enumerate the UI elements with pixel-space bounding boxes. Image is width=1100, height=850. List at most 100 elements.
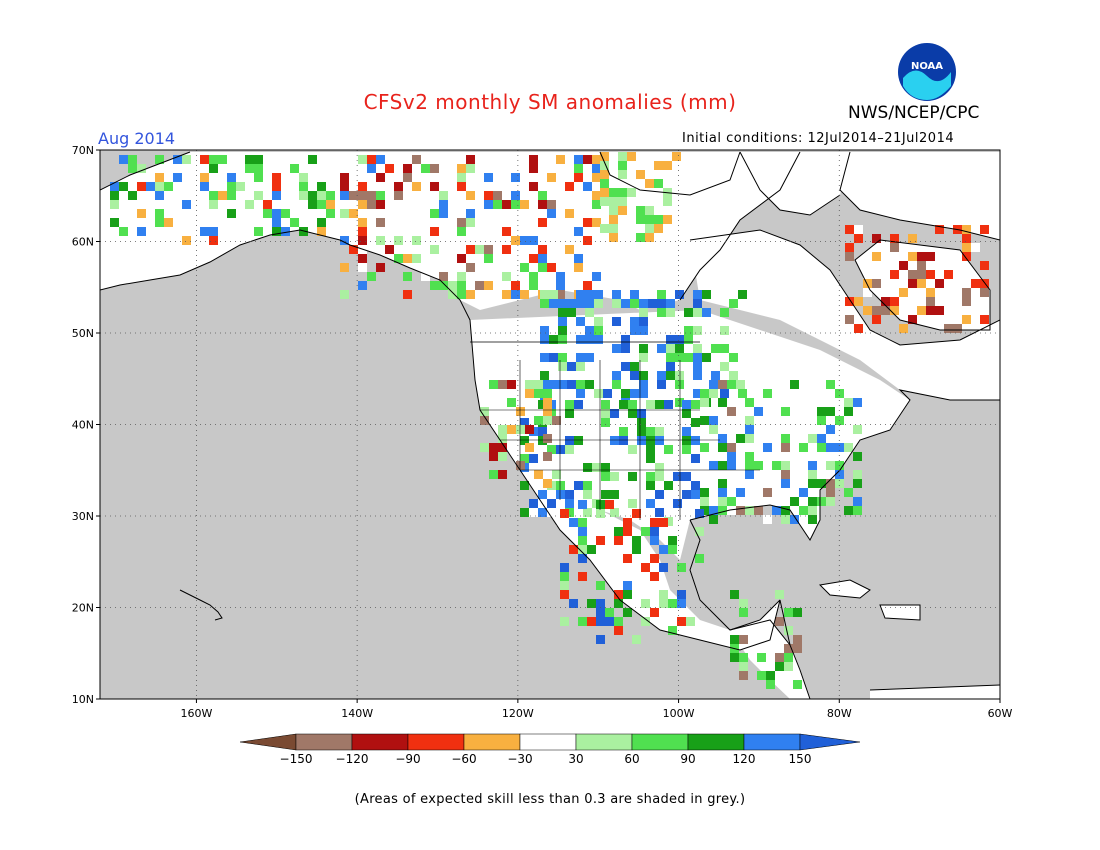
anomaly-cell (808, 470, 817, 479)
anomaly-cell (543, 434, 552, 443)
anomaly-cell (772, 497, 781, 506)
anomaly-cell (128, 227, 137, 236)
anomaly-cell (583, 263, 592, 272)
anomaly-cell (367, 218, 376, 227)
anomaly-cell (583, 481, 592, 490)
colorbar-label: 150 (789, 752, 812, 766)
anomaly-cell (799, 506, 808, 515)
anomaly-cell (439, 191, 448, 200)
anomaly-cell (583, 427, 592, 436)
colorbar-label: −120 (336, 752, 369, 766)
anomaly-cell (600, 224, 609, 233)
anomaly-cell (781, 479, 790, 488)
anomaly-cell (376, 263, 385, 272)
anomaly-cell (498, 443, 507, 452)
anomaly-cell (618, 152, 627, 161)
anomaly-cell (340, 182, 349, 191)
anomaly-cell (583, 490, 592, 499)
anomaly-cell (739, 671, 748, 680)
anomaly-cell (538, 218, 547, 227)
anomaly-cell (650, 518, 659, 527)
anomaly-cell (565, 436, 574, 445)
anomaly-cell (645, 224, 654, 233)
anomaly-cell (614, 536, 623, 545)
anomaly-cell (682, 445, 691, 454)
anomaly-cell (448, 290, 457, 299)
anomaly-cell (534, 389, 543, 398)
anomaly-cell (646, 481, 655, 490)
anomaly-cell (594, 326, 603, 335)
anomaly-cell (263, 209, 272, 218)
anomaly-cell (817, 434, 826, 443)
anomaly-cell (853, 506, 862, 515)
anomaly-cell (146, 182, 155, 191)
anomaly-cell (962, 225, 971, 234)
anomaly-cell (516, 407, 525, 416)
anomaly-cell (980, 297, 989, 306)
anomaly-cell (484, 254, 493, 263)
anomaly-cell (641, 599, 650, 608)
anomaly-cell (646, 499, 655, 508)
anomaly-cell (358, 191, 367, 200)
anomaly-cell (583, 463, 592, 472)
anomaly-cell (745, 416, 754, 425)
anomaly-cell (881, 297, 890, 306)
anomaly-cell (585, 290, 594, 299)
anomaly-cell (430, 209, 439, 218)
anomaly-cell (682, 409, 691, 418)
anomaly-cell (578, 536, 587, 545)
anomaly-cell (817, 407, 826, 416)
anomaly-cell (493, 191, 502, 200)
anomaly-cell (218, 155, 227, 164)
anomaly-cell (547, 200, 556, 209)
anomaly-cell (666, 335, 675, 344)
anomaly-cell (872, 279, 881, 288)
anomaly-cell (272, 182, 281, 191)
anomaly-cell (654, 215, 663, 224)
anomaly-cell (657, 299, 666, 308)
anomaly-cell (772, 461, 781, 470)
anomaly-cell (466, 218, 475, 227)
anomaly-cell (592, 200, 601, 209)
anomaly-cell (612, 290, 621, 299)
anomaly-cell (549, 335, 558, 344)
anomaly-cell (700, 398, 709, 407)
anomaly-cell (227, 191, 236, 200)
anomaly-cell (567, 299, 576, 308)
anomaly-cell (507, 398, 516, 407)
anomaly-cell (835, 389, 844, 398)
anomaly-cell (808, 515, 817, 524)
anomaly-cell (636, 170, 645, 179)
anomaly-cell (853, 452, 862, 461)
agency-label: NWS/NCEP/CPC (848, 103, 980, 123)
anomaly-cell (556, 517, 565, 526)
anomaly-cell (677, 617, 686, 626)
anomaly-cell (601, 409, 610, 418)
anomaly-cell (628, 472, 637, 481)
anomaly-cell (569, 518, 578, 527)
anomaly-cell (227, 209, 236, 218)
anomaly-cell (567, 308, 576, 317)
anomaly-cell (672, 152, 681, 161)
anomaly-cell (552, 416, 561, 425)
anomaly-cell (659, 518, 668, 527)
anomaly-cell (578, 527, 587, 536)
anomaly-cell (727, 443, 736, 452)
lat-tick-label: 70N (72, 144, 94, 157)
anomaly-cell (529, 155, 538, 164)
anomaly-cell (781, 461, 790, 470)
anomaly-cell (695, 554, 704, 563)
anomaly-cell (636, 206, 645, 215)
anomaly-cell (962, 288, 971, 297)
anomaly-cell (484, 245, 493, 254)
anomaly-cell (899, 261, 908, 270)
anomaly-map: 70N 60N 50N 40N 30N 20N 10N 160W 140W 120W 100W 80W… (72, 144, 1013, 766)
anomaly-cell (763, 488, 772, 497)
anomaly-cell (376, 191, 385, 200)
anomaly-cell (700, 389, 709, 398)
anomaly-cell (137, 227, 146, 236)
anomaly-cell (784, 644, 793, 653)
anomaly-cell (677, 599, 686, 608)
anomaly-cell (349, 209, 358, 218)
anomaly-cell (682, 427, 691, 436)
